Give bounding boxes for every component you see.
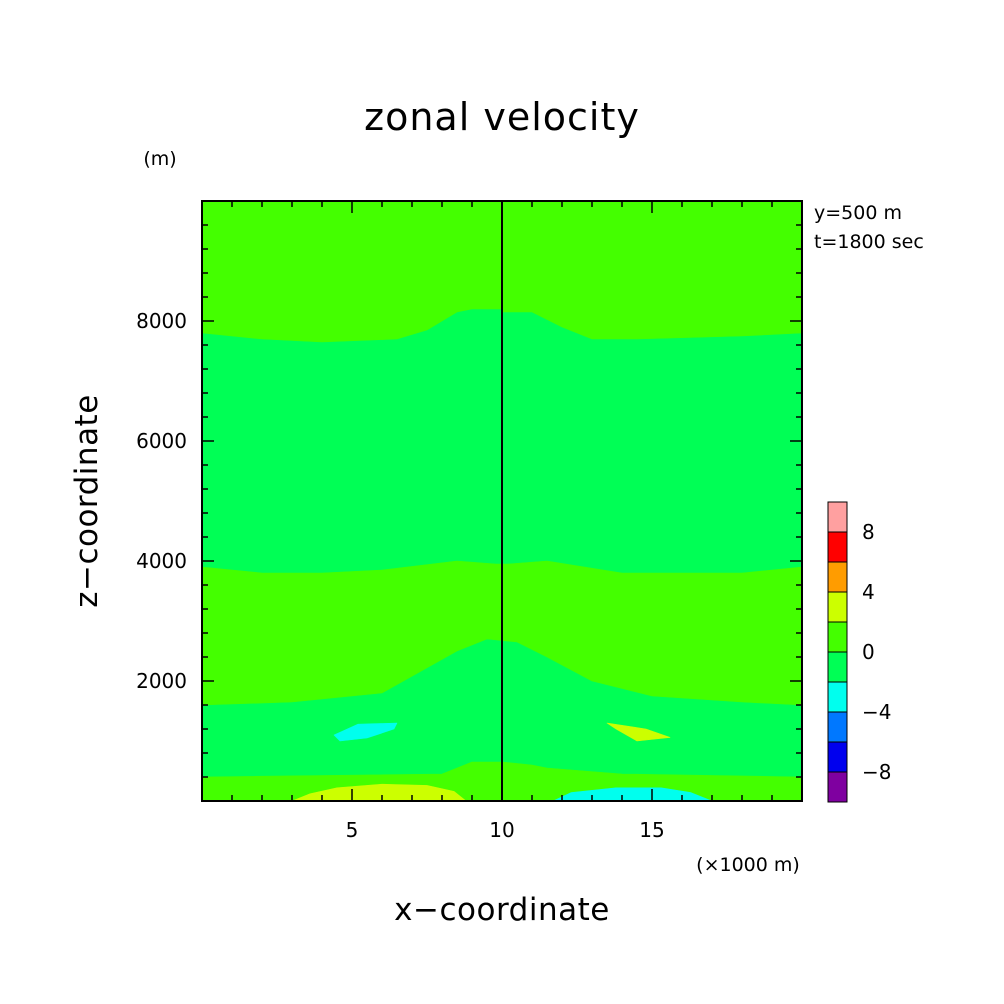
colorbar-swatch (827, 531, 848, 563)
y-tick-label: 2000 (136, 669, 187, 693)
chart-title: zonal velocity (364, 95, 640, 139)
y-tick-labels: 2000 4000 6000 8000 (136, 309, 187, 693)
x-tick-label: 5 (346, 818, 359, 842)
colorbar-swatch (827, 711, 848, 743)
x-unit-label: (×1000 m) (696, 854, 800, 876)
plot-frame (201, 200, 803, 802)
y-unit-label: (m) (143, 148, 176, 170)
annotation-y: y=500 m (814, 202, 902, 224)
y-tick-label: 6000 (136, 429, 187, 453)
colorbar-swatch (827, 621, 848, 653)
colorbar-tick-label: 4 (862, 580, 875, 604)
colorbar-swatch (827, 591, 848, 623)
y-axis-label: z−coordinate (69, 394, 105, 608)
colorbar: −8 −4 0 4 8 (827, 501, 891, 803)
y-tick-label: 4000 (136, 549, 187, 573)
colorbar-swatch (827, 651, 848, 683)
annotation-t: t=1800 sec (814, 231, 924, 253)
x-axis-label: x−coordinate (394, 892, 610, 928)
colorbar-swatch (827, 741, 848, 773)
colorbar-swatch (827, 501, 848, 533)
x-tick-label: 10 (489, 818, 514, 842)
plot-area (201, 200, 803, 802)
region-surface-patch-positive (291, 783, 467, 801)
x-tick-labels: 5 10 15 (346, 818, 665, 842)
colorbar-swatch (827, 771, 848, 803)
colorbar-tick-label: 8 (862, 520, 875, 544)
region-upper-band-right (501, 201, 802, 340)
y-tick-label: 8000 (136, 309, 187, 333)
region-low-level-negative-cell (333, 722, 398, 742)
colorbar-swatch (827, 561, 848, 593)
colorbar-tick-label: −4 (862, 700, 891, 724)
colorbar-tick-label: −8 (862, 760, 891, 784)
colorbar-tick-label: 0 (862, 640, 875, 664)
region-low-level-positive-cell (606, 722, 671, 742)
x-tick-label: 15 (639, 818, 664, 842)
colorbar-swatch (827, 681, 848, 713)
